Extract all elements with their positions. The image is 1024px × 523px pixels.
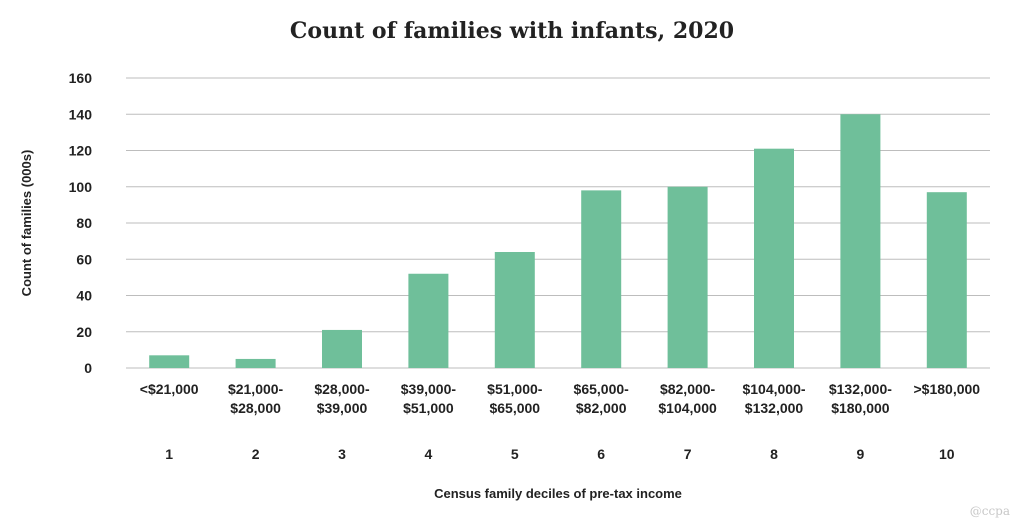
gridlines <box>126 77 990 369</box>
bar <box>235 358 276 368</box>
bar <box>149 355 190 368</box>
y-tick-label: 60 <box>76 251 92 267</box>
x-category-line: $104,000 <box>658 400 717 416</box>
x-decile-label: 9 <box>857 446 865 462</box>
x-decile-label: 8 <box>770 446 778 462</box>
y-axis-label: Count of families (000s) <box>19 150 34 297</box>
x-category-label: <$21,000 <box>140 381 199 397</box>
y-tick-label: 0 <box>84 360 92 376</box>
bars <box>149 114 967 368</box>
bar <box>581 190 622 368</box>
x-category-line: $51,000 <box>403 400 454 416</box>
bar <box>840 114 881 368</box>
y-tick-label: 40 <box>76 288 92 304</box>
x-axis-label: Census family deciles of pre-tax income <box>434 486 682 501</box>
x-category-line: $82,000- <box>660 381 716 397</box>
x-decile-label: 5 <box>511 446 519 462</box>
x-category-label: $28,000- $39,000 <box>314 381 370 416</box>
bar <box>408 273 449 368</box>
x-decile-label: 3 <box>338 446 346 462</box>
y-tick-label: 140 <box>69 106 93 122</box>
y-tick-label: 160 <box>69 70 93 86</box>
y-tick-label: 100 <box>69 179 93 195</box>
x-category-line: $28,000 <box>230 400 281 416</box>
x-category-label: $65,000- $82,000 <box>574 381 630 416</box>
x-category-line: >$180,000 <box>914 381 981 397</box>
x-category-line: $104,000- <box>742 381 805 397</box>
x-axis-categories: <$21,000 1 $21,000- $28,000 2 $28,000- $39,000… <box>140 381 980 462</box>
x-category-line: $39,000 <box>317 400 368 416</box>
x-category-label: $82,000- $104,000 <box>658 381 717 416</box>
bar <box>494 252 535 368</box>
watermark-ccpa: @ccpa <box>970 504 1010 518</box>
bar <box>667 186 708 368</box>
x-decile-label: 7 <box>684 446 692 462</box>
x-category-line: $132,000- <box>829 381 892 397</box>
x-category-label: $132,000- $180,000 <box>829 381 892 416</box>
x-category-label: $104,000- $132,000 <box>742 381 805 416</box>
x-category-line: $132,000 <box>745 400 804 416</box>
x-category-label: $51,000- $65,000 <box>487 381 543 416</box>
y-axis-ticks: 0 20 40 60 80 100 120 140 160 <box>69 70 93 376</box>
x-category-label: $39,000- $51,000 <box>401 381 457 416</box>
bar <box>754 148 794 368</box>
x-decile-label: 1 <box>165 446 173 462</box>
x-category-line: $39,000- <box>401 381 457 397</box>
x-category-line: <$21,000 <box>140 381 199 397</box>
bar <box>926 192 967 368</box>
x-decile-label: 10 <box>939 446 955 462</box>
x-decile-label: 2 <box>252 446 260 462</box>
x-category-line: $51,000- <box>487 381 543 397</box>
y-tick-label: 80 <box>76 215 92 231</box>
x-category-line: $21,000- <box>228 381 284 397</box>
y-tick-label: 20 <box>76 324 92 340</box>
chart-title: Count of families with infants, 2020 <box>290 18 734 44</box>
x-decile-label: 6 <box>597 446 605 462</box>
x-category-line: $28,000- <box>314 381 370 397</box>
y-tick-label: 120 <box>69 143 93 159</box>
x-category-label: >$180,000 <box>914 381 981 397</box>
x-category-line: $82,000 <box>576 400 627 416</box>
x-category-line: $65,000 <box>489 400 540 416</box>
x-category-line: $65,000- <box>574 381 630 397</box>
x-category-label: $21,000- $28,000 <box>228 381 284 416</box>
x-category-line: $180,000 <box>831 400 890 416</box>
bar <box>322 329 362 368</box>
x-decile-label: 4 <box>425 446 433 462</box>
